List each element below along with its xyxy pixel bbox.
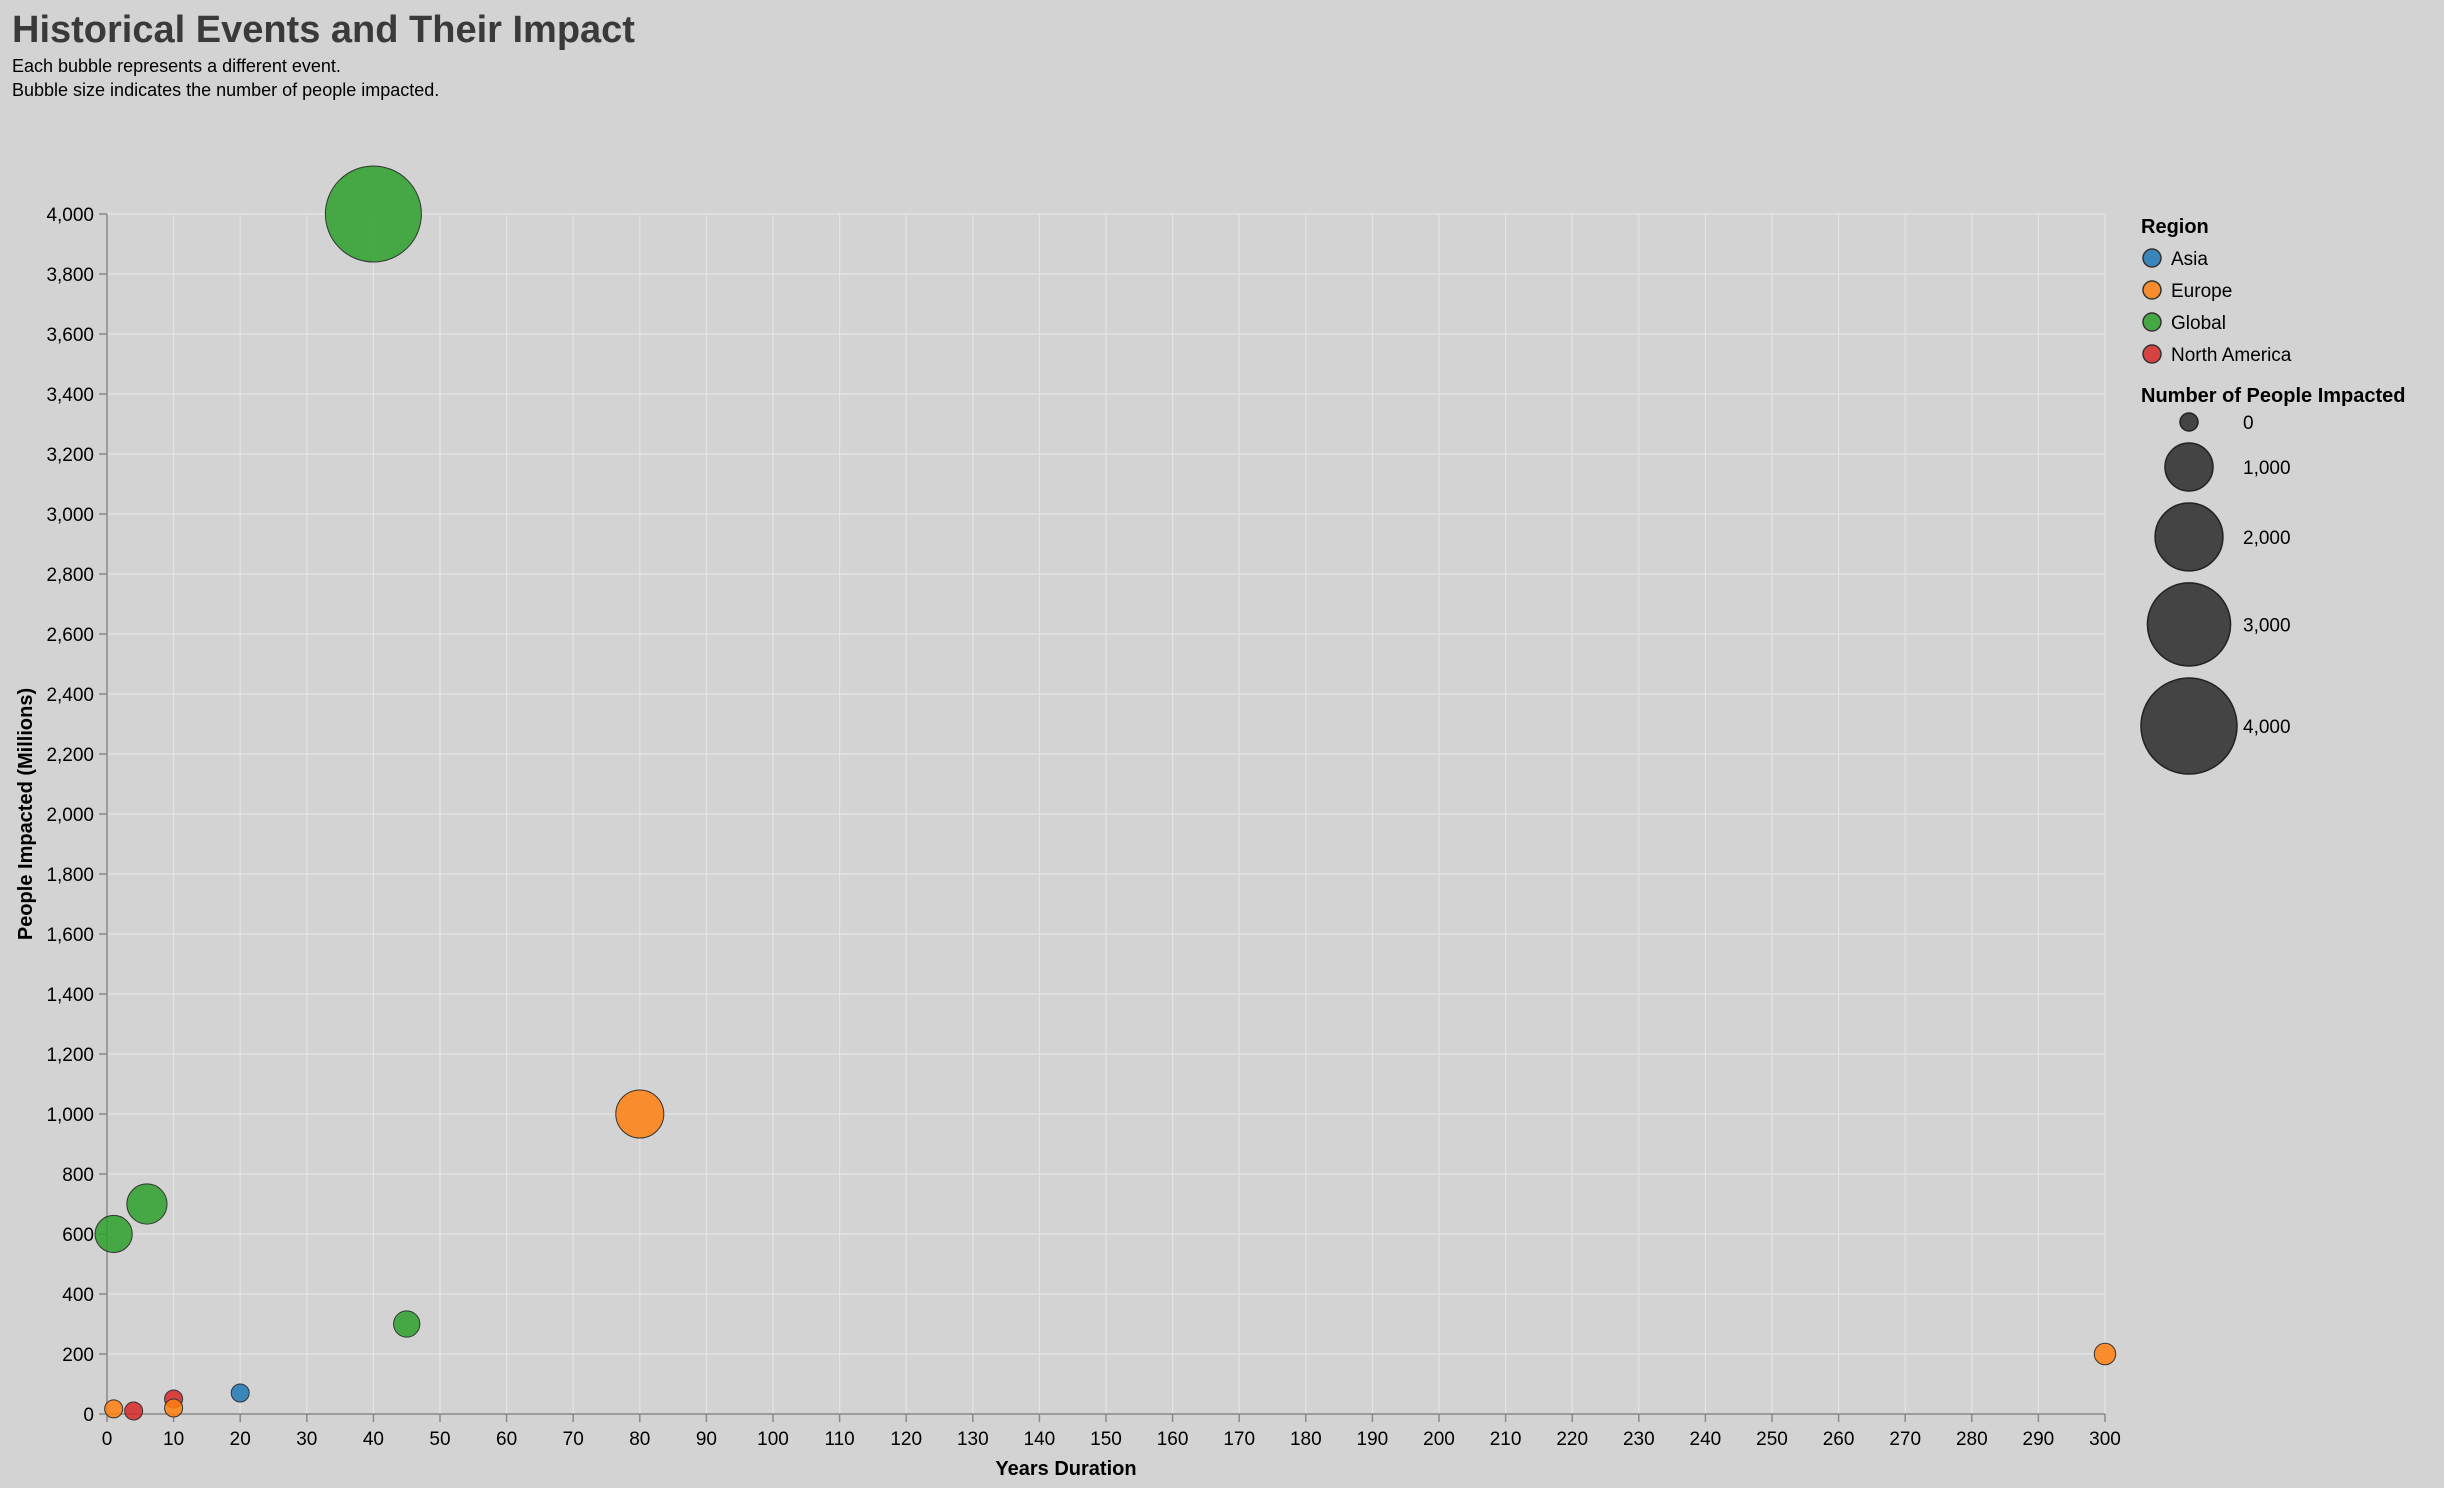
chart-subtitle-line-1: Each bubble represents a different event… [12,56,341,76]
y-tick-label: 2,800 [46,565,94,586]
x-tick-label: 210 [1490,1429,1522,1450]
size-legend-label: 0 [2243,413,2254,434]
legend-label: Asia [2171,249,2208,270]
x-tick-label: 40 [363,1429,384,1450]
x-tick-label: 130 [957,1429,989,1450]
x-tick-label: 260 [1823,1429,1855,1450]
y-tick-label: 1,800 [46,865,94,886]
size-legend-label: 2,000 [2243,528,2291,549]
x-tick-label: 0 [102,1429,113,1450]
legend: Region Number of People Impacted Asia Eur… [2140,216,2406,775]
y-tick-label: 2,200 [46,745,94,766]
x-tick-label: 180 [1290,1429,1322,1450]
size-legend-bubble [2179,412,2199,432]
legend-label: North America [2171,345,2292,366]
color-legend-title: Region [2141,216,2209,238]
size-legend-title: Number of People Impacted [2141,385,2406,407]
y-tick-label: 2,000 [46,805,94,826]
x-tick-label: 110 [824,1429,854,1450]
x-tick-label: 160 [1157,1429,1189,1450]
bubble-global[interactable] [393,1310,421,1338]
bubble-europe[interactable] [2093,1342,2117,1366]
chart-title: Historical Events and Their Impact [12,9,635,51]
y-tick-label: 2,400 [46,685,94,706]
y-tick-label: 1,600 [46,925,94,946]
x-tick-label: 90 [696,1429,717,1450]
legend-swatch [2142,248,2162,268]
x-tick-label: 240 [1690,1429,1722,1450]
y-tick-label: 1,000 [46,1105,94,1126]
bubble-global[interactable] [324,165,422,263]
legend-label: Europe [2171,281,2232,302]
legend-swatch [2142,344,2162,364]
x-tick-label: 140 [1024,1429,1056,1450]
bubble-north-america[interactable] [124,1401,144,1421]
legend-swatch [2142,312,2162,332]
bubble-asia[interactable] [230,1383,250,1403]
size-legend-label: 4,000 [2243,717,2291,738]
axes: 0 10 20 30 40 50 60 70 80 90 100 110 120 130 140 150 160… [46,205,2120,1450]
y-axis-title: People Impacted (Millions) [15,688,37,940]
y-tick-label: 200 [62,1345,94,1366]
bubble-europe[interactable] [104,1399,124,1419]
x-tick-label: 300 [2089,1429,2121,1450]
y-tick-label: 2,600 [46,625,94,646]
grid [106,213,2106,1415]
size-legend-label: 1,000 [2243,458,2291,479]
legend-label: Global [2171,313,2226,334]
x-tick-label: 190 [1357,1429,1389,1450]
size-legend-label: 3,000 [2243,615,2291,636]
x-tick-label: 150 [1090,1429,1122,1450]
bubble-global[interactable] [94,1214,133,1254]
x-tick-label: 120 [890,1429,922,1450]
data-points [94,165,2117,1421]
size-legend-bubble [2154,502,2224,572]
x-tick-label: 220 [1556,1429,1588,1450]
size-legend-bubble [2140,677,2238,775]
y-tick-label: 400 [62,1285,94,1306]
x-tick-label: 280 [1956,1429,1988,1450]
x-axis-title: Years Duration [995,1458,1136,1480]
size-legend-bubble [2146,582,2232,667]
x-tick-label: 200 [1423,1429,1455,1450]
y-tick-label: 3,200 [46,445,94,466]
x-tick-label: 100 [757,1429,789,1450]
legend-swatch [2142,280,2162,300]
y-tick-label: 1,200 [46,1045,94,1066]
x-tick-label: 70 [563,1429,584,1450]
bubble-europe[interactable] [615,1089,665,1139]
size-legend-bubble [2164,442,2214,492]
y-tick-label: 800 [62,1165,94,1186]
y-tick-label: 1,400 [46,985,94,1006]
x-tick-label: 170 [1223,1429,1255,1450]
x-tick-label: 230 [1623,1429,1655,1450]
chart-subtitle-line-2: Bubble size indicates the number of peop… [12,80,439,100]
x-tick-label: 270 [1889,1429,1921,1450]
x-tick-label: 250 [1756,1429,1788,1450]
bubble-europe[interactable] [164,1398,184,1418]
y-tick-label: 0 [83,1405,94,1426]
y-tick-label: 3,600 [46,325,94,346]
bubble-global[interactable] [126,1183,168,1225]
x-tick-label: 50 [429,1429,450,1450]
y-tick-label: 600 [62,1225,94,1246]
y-tick-label: 3,400 [46,385,94,406]
x-tick-label: 290 [2023,1429,2055,1450]
y-tick-label: 3,000 [46,505,94,526]
x-tick-label: 10 [163,1429,184,1450]
x-tick-label: 60 [496,1429,517,1450]
y-tick-label: 3,800 [46,265,94,286]
y-tick-label: 4,000 [46,205,94,226]
x-tick-label: 20 [230,1429,251,1450]
x-tick-label: 80 [629,1429,650,1450]
x-tick-label: 30 [296,1429,317,1450]
